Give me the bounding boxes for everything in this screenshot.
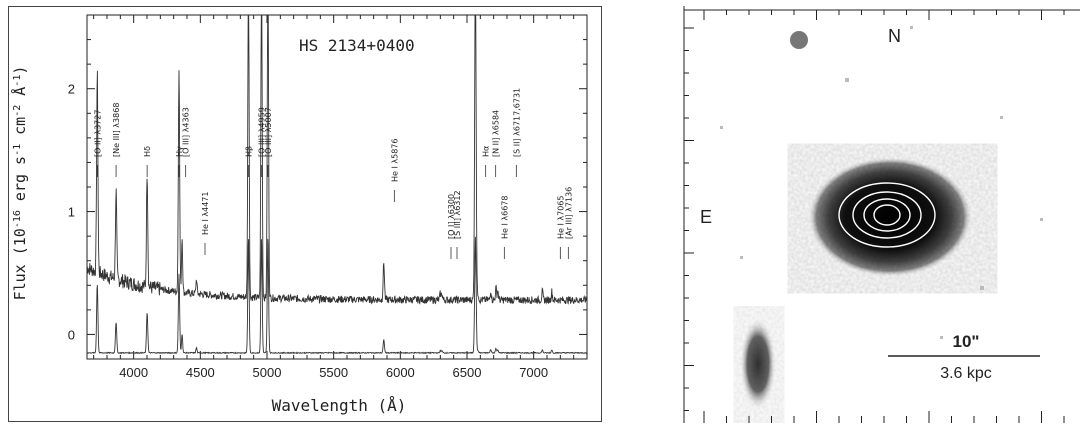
x-tick-label: 6000 (386, 365, 415, 380)
line-id-label: He I λ6678 (500, 196, 509, 239)
galaxy-image: N E 10" 3.6 kpc (683, 6, 1080, 423)
galaxy-image-panel: N E 10" 3.6 kpc (680, 6, 1080, 423)
spectrum-panel: 4000 4500 5000 5500 6000 6500 7000 0 1 2 [O II] λ… (8, 6, 602, 422)
x-tick-label: 4500 (186, 365, 215, 380)
line-id-label: Hγ (175, 146, 184, 157)
object-label: HS 2134+0400 (299, 36, 415, 55)
spectrum-series-group (87, 15, 587, 355)
contour-inner (873, 204, 901, 226)
galaxy-noise (805, 156, 980, 281)
east-label: E (700, 207, 712, 227)
line-id-label: [O II] λ3727 (93, 110, 102, 157)
spectrum-chart: 4000 4500 5000 5500 6000 6500 7000 0 1 2 [O II] λ… (10, 14, 588, 415)
x-axis-label: Wavelength (Å) (272, 396, 407, 415)
line-id-label: [Ar III] λ7136 (564, 187, 573, 239)
y-axis-label: Flux (10-16 erg s-1 cm-2 Å-1) (10, 66, 29, 301)
line-id-label: [O III] λ5007 (264, 107, 273, 157)
line-id-label: [O III] λ4959 (258, 107, 267, 157)
line-id-label: Hα (482, 146, 491, 157)
contour-2 (852, 191, 922, 239)
line-id-label: Hβ (244, 146, 253, 157)
image-frame (683, 6, 1080, 423)
spectrum-line-observed (87, 15, 587, 305)
line-id-label: [O III] λ4363 (182, 107, 191, 157)
north-label: N (888, 26, 901, 46)
contour-group (838, 182, 936, 248)
line-id-label: [Ne III] λ3868 (112, 103, 121, 157)
line-id-label: Hδ (143, 146, 152, 157)
line-id-label: [S III] λ6312 (453, 190, 462, 239)
star-top (790, 31, 808, 49)
line-id-label: He I λ7065 (556, 196, 565, 239)
y-tick-label: 2 (68, 82, 75, 97)
y-tick-label: 0 (68, 327, 75, 342)
scale-arcsec-label: 10" (953, 332, 980, 351)
plot-frame (86, 14, 588, 360)
x-tick-label: 5000 (253, 365, 282, 380)
x-tick-label: 6500 (453, 365, 482, 380)
line-labels-group: [O II] λ3727 [Ne III] λ3868 Hδ Hγ[O III] λ4… (93, 88, 573, 259)
x-tick-label: 7000 (519, 365, 548, 380)
line-id-label: [O I] λ6300 (447, 194, 456, 239)
line-id-label: He I λ4471 (201, 192, 210, 235)
line-id-label: He I λ5876 (390, 139, 399, 182)
x-tick-label: 4000 (119, 365, 148, 380)
line-id-label: [S II] λ6717,6731 (512, 88, 521, 157)
plot-axes: 4000 4500 5000 5500 6000 6500 7000 0 1 2 (68, 14, 588, 380)
scale-kpc-label: 3.6 kpc (940, 365, 992, 382)
spectrum-line-scaled (87, 236, 587, 355)
companion-noise (738, 316, 780, 416)
x-tick-label: 5500 (319, 365, 348, 380)
contour-3 (863, 198, 911, 232)
line-id-label: [N II] λ6584 (492, 110, 501, 157)
y-tick-label: 1 (68, 205, 75, 220)
contour-outer (838, 182, 936, 248)
background-noise (720, 26, 1043, 339)
